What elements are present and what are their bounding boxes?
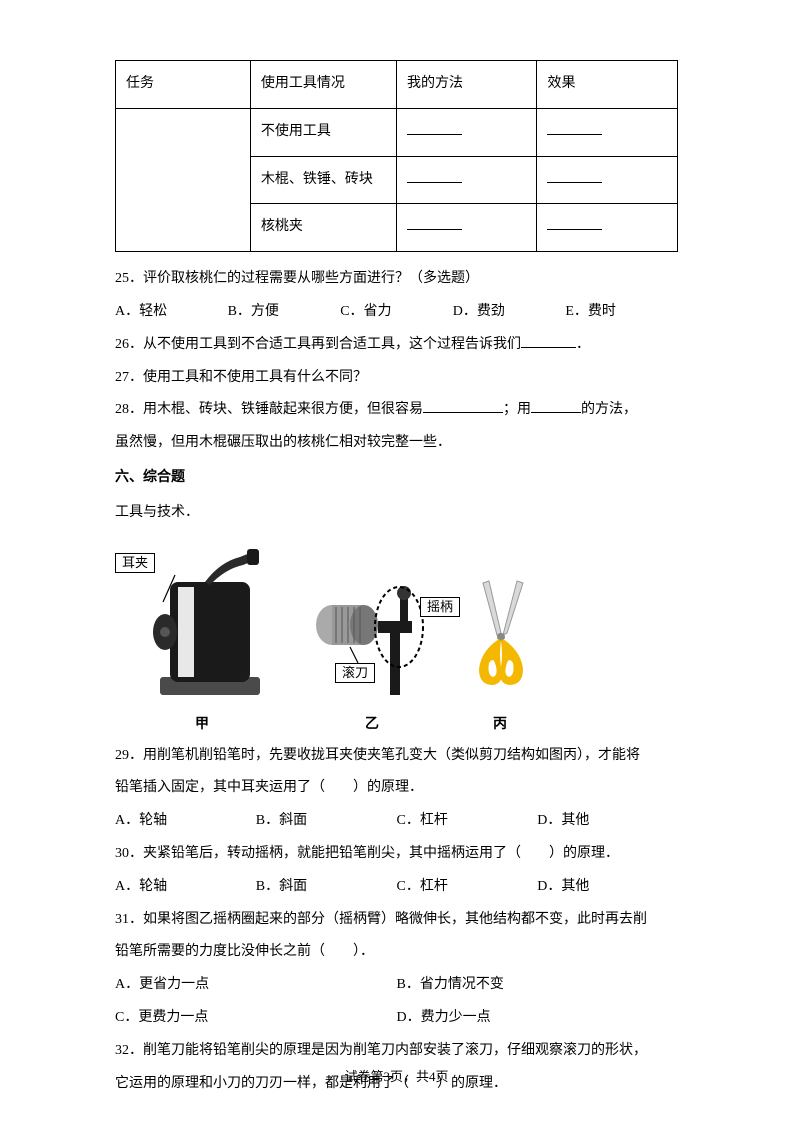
section-title: 六、综合题 [115, 463, 678, 494]
q30-opt-b: B．斜面 [256, 872, 397, 903]
scissors-icon [465, 575, 540, 695]
q30-opt-a: A．轮轴 [115, 872, 256, 903]
caption-jia: 甲 [195, 710, 209, 741]
method-row1 [396, 108, 537, 156]
th-effect: 效果 [537, 61, 678, 109]
q29-options: A．轮轴 B．斜面 C．杠杆 D．其他 [115, 806, 678, 837]
q31-opt-a: A．更省力一点 [115, 970, 397, 1001]
q31-line1: 31．如果将图乙摇柄圈起来的部分（摇柄臂）略微伸长，其他结构都不变，此时再去削 [115, 905, 678, 936]
th-tool: 使用工具情况 [250, 61, 396, 109]
effect-row3 [537, 204, 678, 252]
tool-row3: 核桃夹 [250, 204, 396, 252]
q30-text: 30．夹紧铅笔后，转动摇柄，就能把铅笔削尖，其中摇柄运用了（ ）的原理． [115, 839, 678, 870]
q25-opt-a: A．轻松 [115, 297, 228, 328]
q25-opt-e: E．费时 [565, 297, 678, 328]
tool-usage-table: 任务 使用工具情况 我的方法 效果 不使用工具 木棍、铁锤、砖块 核桃夹 [115, 60, 678, 252]
q31-options-row2: C．更费力一点 D．费力少一点 [115, 1003, 678, 1034]
q29-line1: 29．用削笔机削铅笔时，先要收拢耳夹使夹笔孔变大（类似剪刀结构如图丙），才能将 [115, 741, 678, 772]
q31-opt-c: C．更费力一点 [115, 1003, 397, 1034]
q25-opt-b: B．方便 [228, 297, 341, 328]
th-task: 任务 [116, 61, 251, 109]
tool-row2: 木棍、铁锤、砖块 [250, 156, 396, 204]
q30-opt-d: D．其他 [537, 872, 678, 903]
q26-prefix: 26．从不使用工具到不合适工具再到合适工具，这个过程告诉我们 [115, 337, 521, 352]
caption-bing: 丙 [493, 710, 507, 741]
footer-suffix: 页 [436, 1069, 449, 1084]
effect-row1 [537, 108, 678, 156]
q28-p3: 的方法， [581, 402, 637, 417]
method-row3 [396, 204, 537, 252]
label-roller: 滚刀 [335, 663, 375, 684]
th-method: 我的方法 [396, 61, 537, 109]
tool-row1: 不使用工具 [250, 108, 396, 156]
q30-opt-c: C．杠杆 [397, 872, 538, 903]
q28-line2: 虽然慢，但用木棍碾压取出的核桃仁相对较完整一些． [115, 428, 678, 459]
tools-figure: 耳夹 滚刀 摇柄 甲 乙 丙 [115, 535, 535, 735]
effect-row2 [537, 156, 678, 204]
q28-p2: ；用 [503, 402, 531, 417]
q29-opt-a: A．轮轴 [115, 806, 256, 837]
sharpener-icon [135, 547, 280, 702]
q25-opt-d: D．费劲 [453, 297, 566, 328]
task-cell [116, 108, 251, 251]
footer-mid: 页，共 [390, 1069, 429, 1084]
q29-opt-d: D．其他 [537, 806, 678, 837]
q29-opt-b: B．斜面 [256, 806, 397, 837]
q28-line1: 28．用木棍、砖块、铁锤敲起来很方便，但很容易 ；用 的方法， [115, 395, 678, 426]
q28-p1: 28．用木棍、砖块、铁锤敲起来很方便，但很容易 [115, 402, 423, 417]
method-row2 [396, 156, 537, 204]
q31-options-row1: A．更省力一点 B．省力情况不变 [115, 970, 678, 1001]
q32-line1: 32．削笔刀能将铅笔削尖的原理是因为削笔刀内部安装了滚刀，仔细观察滚刀的形状， [115, 1036, 678, 1067]
label-handle: 摇柄 [420, 597, 460, 618]
footer-prefix: 试卷第 [344, 1069, 383, 1084]
q31-opt-b: B．省力情况不变 [397, 970, 679, 1001]
q26-suffix: ． [576, 337, 590, 352]
section-intro: 工具与技术． [115, 498, 678, 529]
q25-text: 25．评价取核桃仁的过程需要从哪些方面进行？（多选题） [115, 264, 678, 295]
q29-line2: 铅笔插入固定，其中耳夹运用了（ ）的原理． [115, 773, 678, 804]
q25-opt-c: C．省力 [340, 297, 453, 328]
q31-opt-d: D．费力少一点 [397, 1003, 679, 1034]
q29-opt-c: C．杠杆 [397, 806, 538, 837]
q25-options: A．轻松 B．方便 C．省力 D．费劲 E．费时 [115, 297, 678, 328]
q31-line2: 铅笔所需要的力度比没伸长之前（ ）． [115, 937, 678, 968]
q30-options: A．轮轴 B．斜面 C．杠杆 D．其他 [115, 872, 678, 903]
q26: 26．从不使用工具到不合适工具再到合适工具，这个过程告诉我们 ． [115, 330, 678, 361]
caption-yi: 乙 [365, 710, 379, 741]
page-footer: 试卷第3页，共4页 [0, 1063, 793, 1092]
q27: 27．使用工具和不使用工具有什么不同？ [115, 363, 678, 394]
